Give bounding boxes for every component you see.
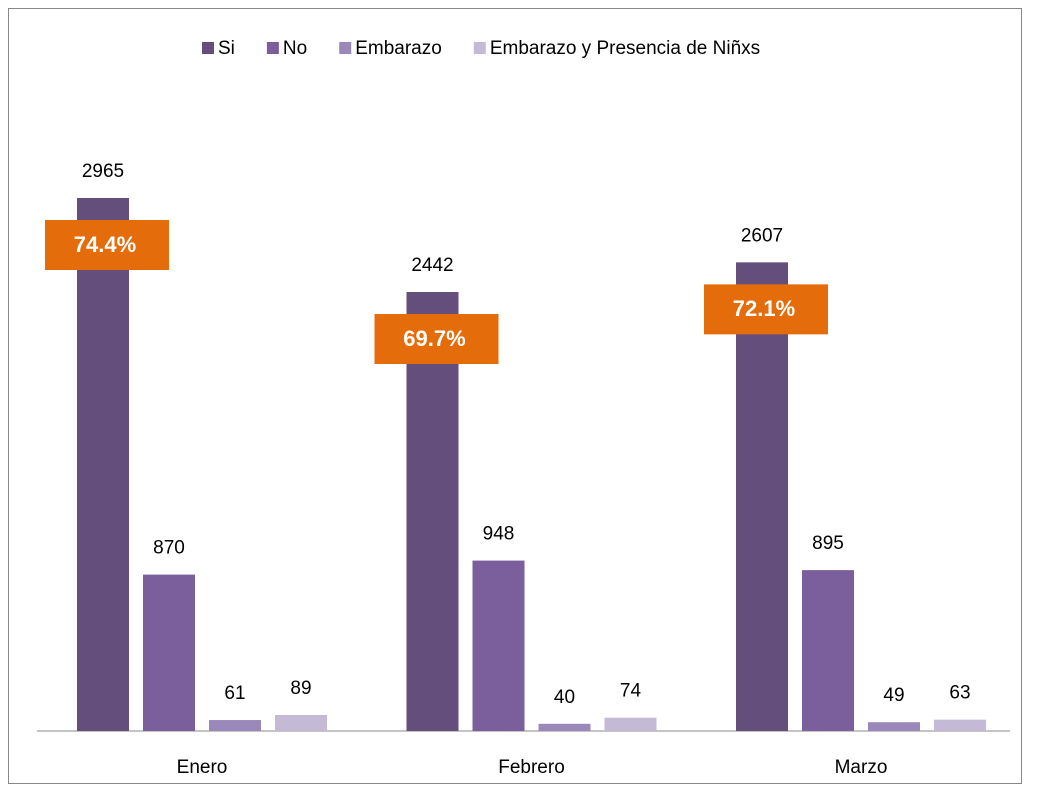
bar bbox=[209, 720, 261, 731]
value-label: 2607 bbox=[741, 225, 783, 246]
bar bbox=[604, 717, 657, 731]
value-label: 895 bbox=[812, 533, 844, 554]
value-label: 74 bbox=[620, 681, 642, 702]
x-tick-label: Febrero bbox=[498, 757, 565, 778]
legend-swatch bbox=[202, 42, 214, 54]
bar bbox=[143, 574, 195, 731]
legend-label: Embarazo y Presencia de Niñxs bbox=[490, 38, 760, 59]
annotation-box bbox=[704, 284, 828, 335]
legend-swatch bbox=[339, 42, 352, 54]
x-tick-label: Enero bbox=[177, 757, 228, 778]
legend-swatch bbox=[266, 42, 279, 54]
value-label: 870 bbox=[153, 538, 185, 559]
legend-label: No bbox=[283, 38, 307, 59]
bar bbox=[406, 292, 459, 731]
value-label: 49 bbox=[883, 685, 904, 706]
value-label: 61 bbox=[224, 683, 245, 704]
bar bbox=[472, 560, 525, 731]
bar bbox=[275, 715, 327, 731]
legend-label: Si bbox=[218, 38, 235, 59]
bar bbox=[538, 723, 591, 731]
annotation: 74.4% bbox=[74, 232, 136, 257]
legend-label: Embarazo bbox=[355, 38, 442, 59]
annotation: 69.7% bbox=[403, 326, 465, 351]
value-label: 2442 bbox=[411, 255, 453, 276]
legend-swatch bbox=[473, 42, 486, 54]
bar bbox=[77, 198, 129, 731]
value-label: 40 bbox=[554, 687, 575, 708]
value-label: 89 bbox=[290, 678, 311, 699]
value-label: 63 bbox=[949, 683, 970, 704]
bar bbox=[934, 719, 986, 731]
annotation-box bbox=[374, 314, 499, 365]
bar bbox=[736, 262, 788, 731]
annotation: 72.1% bbox=[733, 296, 795, 321]
value-label: 2965 bbox=[82, 161, 124, 182]
bar bbox=[802, 570, 854, 731]
x-tick-label: Marzo bbox=[835, 757, 888, 778]
bar bbox=[868, 722, 920, 731]
value-label: 948 bbox=[483, 524, 515, 545]
annotation-box bbox=[45, 220, 169, 270]
